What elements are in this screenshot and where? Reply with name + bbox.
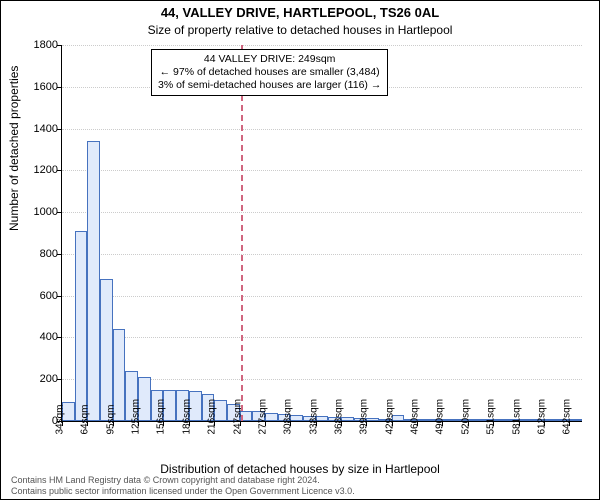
ytick-label: 200 — [18, 373, 58, 385]
highlight-annotation: 44 VALLEY DRIVE: 249sqm ← 97% of detache… — [151, 49, 388, 96]
plot-area: 02004006008001000120014001600180034sqm64… — [61, 45, 582, 422]
histogram-bar — [75, 231, 88, 421]
footer-line: Contains public sector information licen… — [11, 486, 355, 496]
gridline — [62, 212, 582, 213]
gridline — [62, 170, 582, 171]
annotation-line: 3% of semi-detached houses are larger (1… — [158, 79, 381, 92]
chart-subtitle: Size of property relative to detached ho… — [1, 23, 599, 37]
gridline — [62, 254, 582, 255]
chart-title: 44, VALLEY DRIVE, HARTLEPOOL, TS26 0AL — [1, 5, 599, 20]
annotation-line: ← 97% of detached houses are smaller (3,… — [158, 66, 381, 79]
chart-container: 44, VALLEY DRIVE, HARTLEPOOL, TS26 0AL S… — [0, 0, 600, 500]
footer-attribution: Contains HM Land Registry data © Crown c… — [11, 475, 355, 496]
ytick-label: 1600 — [18, 81, 58, 93]
histogram-bar — [100, 279, 113, 421]
ytick-label: 600 — [18, 290, 58, 302]
highlight-line — [241, 45, 243, 421]
ytick-label: 1800 — [18, 39, 58, 51]
ytick-label: 0 — [18, 415, 58, 427]
footer-line: Contains HM Land Registry data © Crown c… — [11, 475, 355, 485]
gridline — [62, 129, 582, 130]
ytick-label: 1400 — [18, 123, 58, 135]
gridline — [62, 337, 582, 338]
ytick-label: 1200 — [18, 164, 58, 176]
gridline — [62, 296, 582, 297]
histogram-bar — [87, 141, 100, 421]
ytick-label: 1000 — [18, 206, 58, 218]
annotation-line: 44 VALLEY DRIVE: 249sqm — [158, 53, 381, 66]
ytick-label: 800 — [18, 248, 58, 260]
ytick-label: 400 — [18, 331, 58, 343]
x-axis-label: Distribution of detached houses by size … — [1, 462, 599, 476]
gridline — [62, 45, 582, 46]
